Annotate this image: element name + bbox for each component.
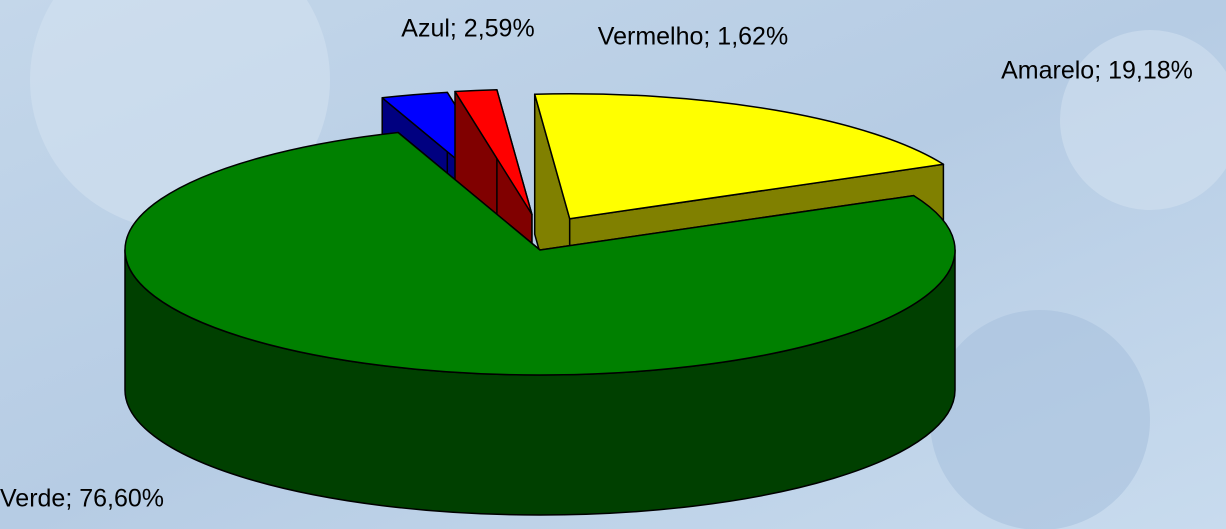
slice (124, 131, 956, 376)
decor (930, 310, 1150, 529)
slice-label: Azul; 2,59% (401, 15, 534, 43)
slice (454, 89, 533, 216)
slice (533, 93, 945, 220)
decor (1060, 30, 1226, 210)
slice-label: Verde; 76,60% (0, 485, 164, 513)
slice-label: Vermelho; 1,62% (598, 23, 788, 51)
pie (124, 89, 956, 516)
slice-label: Amarelo; 19,18% (1001, 57, 1193, 85)
